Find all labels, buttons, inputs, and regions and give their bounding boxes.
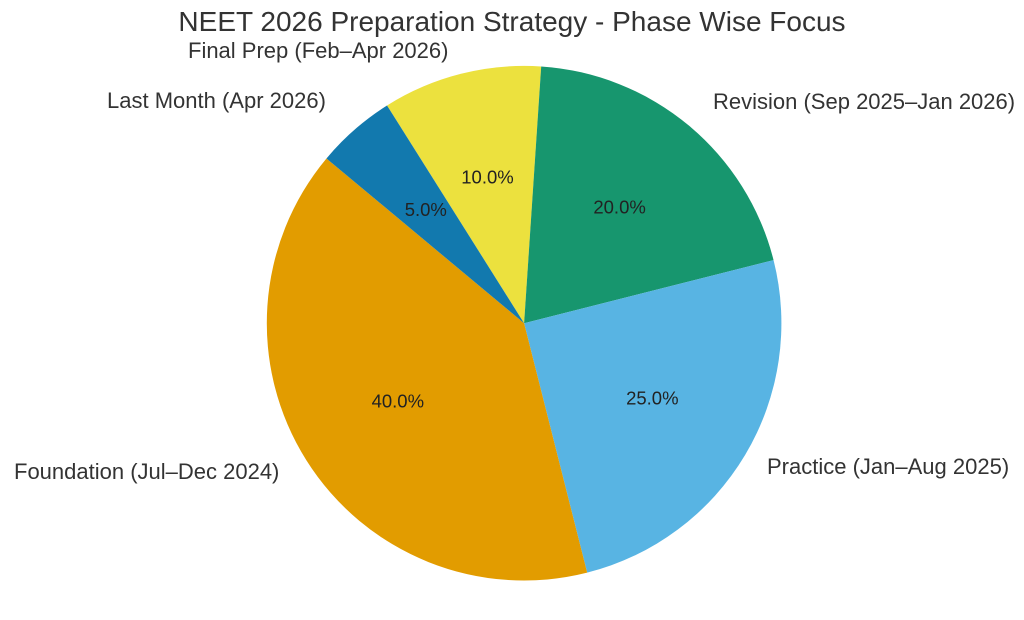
svg-text:20.0%: 20.0% xyxy=(593,196,645,217)
svg-text:Foundation (Jul–Dec 2024): Foundation (Jul–Dec 2024) xyxy=(14,459,279,484)
svg-text:5.0%: 5.0% xyxy=(405,199,447,220)
svg-text:Last Month (Apr 2026): Last Month (Apr 2026) xyxy=(107,88,326,113)
svg-text:Final Prep (Feb–Apr 2026): Final Prep (Feb–Apr 2026) xyxy=(188,38,448,63)
svg-text:40.0%: 40.0% xyxy=(372,391,424,412)
svg-text:Revision (Sep 2025–Jan 2026): Revision (Sep 2025–Jan 2026) xyxy=(713,89,1015,114)
svg-text:Practice (Jan–Aug 2025): Practice (Jan–Aug 2025) xyxy=(767,454,1009,479)
svg-text:10.0%: 10.0% xyxy=(461,166,513,187)
svg-text:25.0%: 25.0% xyxy=(626,387,678,408)
